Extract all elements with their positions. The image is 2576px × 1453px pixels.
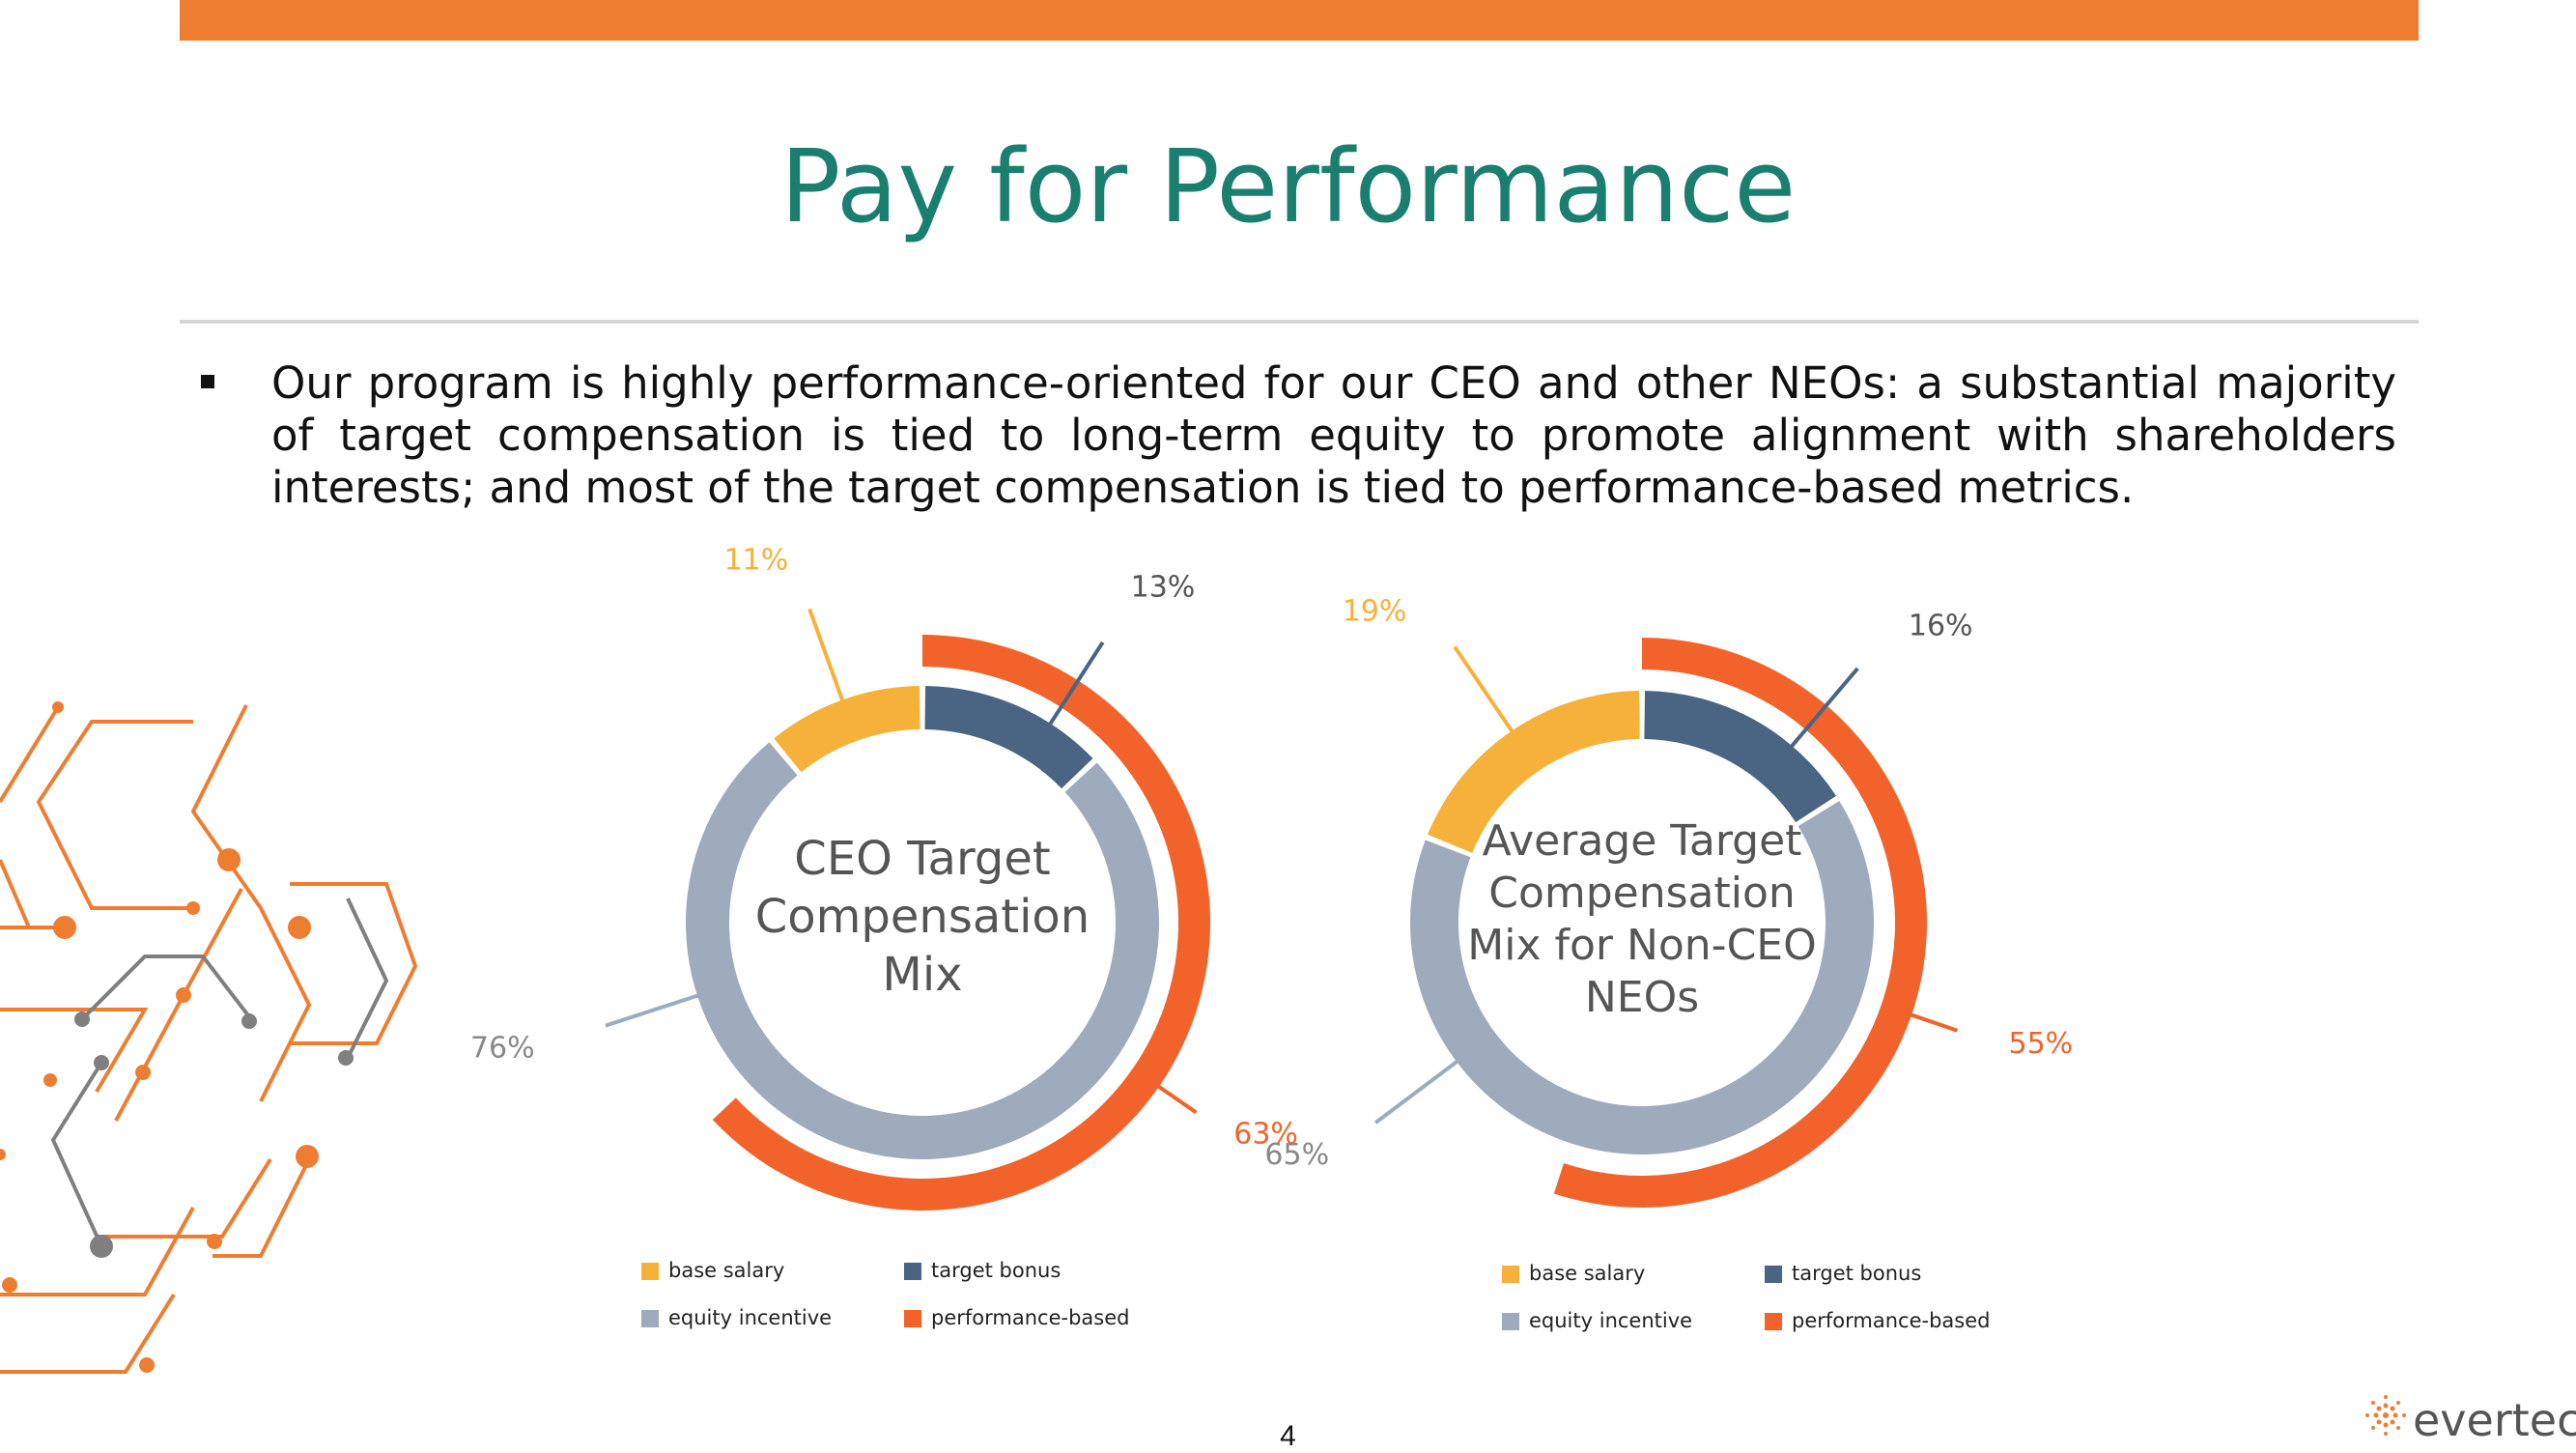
label-leader-line — [1373, 1045, 1478, 1125]
slice-target-bonus — [1644, 691, 1837, 823]
chart-center-title-line: Mix — [882, 948, 962, 1002]
top-accent-bar — [180, 0, 2419, 41]
chart-center-title-line: Mix for Non-CEO — [1467, 921, 1816, 970]
chart-center-title-line: Compensation — [1488, 869, 1796, 918]
chart-center-title-line: NEOs — [1585, 973, 1699, 1022]
legend-swatch-performance-based — [904, 1310, 921, 1327]
dotted-sunburst-icon — [2365, 1395, 2406, 1436]
bullet-text: Our program is highly performance-orient… — [271, 357, 2396, 513]
label-leader-line — [1906, 1011, 1959, 1033]
legend-swatch-performance-based — [1765, 1313, 1782, 1330]
label-leader-line — [807, 608, 846, 705]
label-leader-line — [1787, 667, 1859, 752]
label-leader-line — [1453, 645, 1516, 736]
legend-performance-based: performance-based — [904, 1306, 1129, 1329]
slice-equity-incentive — [685, 742, 1159, 1159]
label-target-bonus: 16% — [1909, 609, 1973, 642]
legend-swatch-base-salary — [1502, 1266, 1519, 1283]
legend-swatch-target-bonus — [1765, 1266, 1782, 1283]
slice-base-salary — [1427, 691, 1640, 853]
label-leader-line — [1046, 641, 1105, 729]
bullet-icon — [201, 375, 214, 388]
slice-target-bonus — [924, 686, 1093, 789]
company-logo-text: evertec — [2413, 1394, 2576, 1446]
legend-performance-based: performance-based — [1765, 1309, 1990, 1332]
chart-center-title-line: Compensation — [755, 890, 1090, 944]
slice-equity-incentive — [1410, 800, 1874, 1155]
label-performance-based: 55% — [2009, 1027, 2074, 1061]
slide-title: Pay for Performance — [779, 128, 1797, 245]
label-performance-based: 63% — [1233, 1118, 1298, 1152]
legend-target-bonus: target bonus — [1765, 1262, 1921, 1285]
title-divider — [180, 320, 2419, 324]
legend-equity-incentive: equity incentive — [641, 1306, 832, 1329]
chart-center-title-line: Average Target — [1483, 816, 1802, 866]
label-leader-line — [1153, 1082, 1198, 1115]
label-equity-incentive: 65% — [1264, 1138, 1329, 1172]
legend-target-bonus: target bonus — [904, 1259, 1061, 1282]
page-number: 4 — [1280, 1420, 1296, 1452]
legend-swatch-base-salary — [641, 1263, 659, 1280]
legend-equity-incentive: equity incentive — [1502, 1309, 1692, 1332]
chart-center-title-line: CEO Target — [794, 832, 1050, 886]
circuit-decoration-icon — [0, 701, 418, 1374]
label-base-salary: 11% — [724, 543, 789, 577]
label-base-salary: 19% — [1343, 595, 1407, 629]
legend-swatch-equity-incentive — [641, 1310, 659, 1327]
legend-base-salary: base salary — [1502, 1262, 1645, 1285]
outer-arc-performance-based — [712, 635, 1210, 1211]
slice-base-salary — [774, 686, 920, 773]
legend-swatch-equity-incentive — [1502, 1313, 1519, 1330]
label-target-bonus: 13% — [1131, 570, 1196, 604]
legend-base-salary: base salary — [641, 1259, 784, 1282]
label-leader-line — [605, 987, 717, 1028]
legend-swatch-target-bonus — [904, 1263, 921, 1280]
label-equity-incentive: 76% — [470, 1031, 535, 1065]
